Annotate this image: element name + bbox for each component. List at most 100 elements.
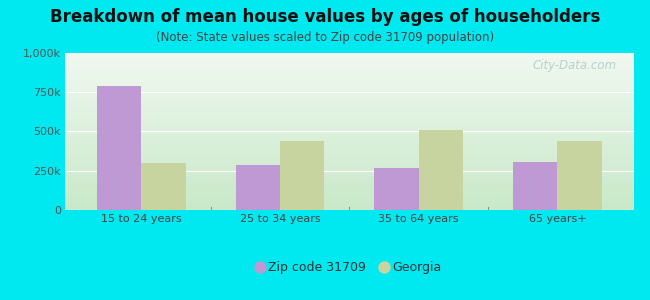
Bar [65, 82, 634, 83]
Bar [65, 149, 634, 150]
Bar [235, 165, 280, 210]
Bar [65, 127, 634, 128]
Bar [65, 201, 634, 202]
Bar [65, 56, 634, 57]
Bar [141, 163, 186, 210]
Bar [65, 118, 634, 119]
Bar [65, 151, 634, 152]
Bar [65, 199, 634, 200]
Bar [65, 137, 634, 138]
Bar [65, 121, 634, 122]
Bar [65, 86, 634, 87]
Bar [65, 54, 634, 55]
Bar [65, 179, 634, 180]
Bar [65, 119, 634, 120]
Bar [65, 89, 634, 90]
Bar [65, 66, 634, 67]
Bar [65, 112, 634, 113]
Bar [65, 92, 634, 93]
Bar [65, 154, 634, 155]
Bar [65, 187, 634, 188]
Bar [65, 97, 634, 98]
Bar [65, 91, 634, 92]
Bar [65, 99, 634, 100]
Bar [65, 198, 634, 199]
Bar [65, 146, 634, 147]
Bar [65, 67, 634, 68]
Bar [65, 85, 634, 86]
Bar [65, 80, 634, 81]
Bar [419, 130, 463, 210]
Bar [65, 186, 634, 187]
Bar [65, 104, 634, 105]
Bar [65, 204, 634, 205]
Bar [65, 74, 634, 75]
Bar [65, 143, 634, 144]
Bar [65, 134, 634, 135]
Bar [65, 114, 634, 115]
Bar [65, 176, 634, 177]
Bar [65, 163, 634, 164]
Bar [65, 77, 634, 78]
Bar [65, 206, 634, 207]
Bar [65, 105, 634, 106]
Bar [65, 202, 634, 203]
Bar [65, 138, 634, 139]
Bar [65, 145, 634, 146]
Legend: Zip code 31709, Georgia: Zip code 31709, Georgia [252, 256, 447, 279]
Bar [65, 122, 634, 123]
Text: City-Data.com: City-Data.com [532, 59, 617, 72]
Bar [65, 115, 634, 116]
Bar [65, 84, 634, 85]
Bar [65, 157, 634, 158]
Bar [65, 57, 634, 58]
Bar [65, 152, 634, 153]
Bar [65, 139, 634, 140]
Bar [65, 128, 634, 129]
Bar [65, 142, 634, 143]
Bar [65, 175, 634, 176]
Bar [65, 126, 634, 127]
Bar [65, 183, 634, 184]
Bar [65, 182, 634, 183]
Bar [65, 162, 634, 163]
Bar [65, 124, 634, 125]
Bar [65, 153, 634, 154]
Bar [65, 55, 634, 56]
Bar [65, 94, 634, 95]
Bar [65, 191, 634, 192]
Bar [65, 158, 634, 159]
Bar [65, 75, 634, 76]
Bar [65, 62, 634, 63]
Bar [65, 195, 634, 196]
Bar [65, 69, 634, 70]
Bar [65, 129, 634, 130]
Bar [65, 73, 634, 74]
Bar [65, 72, 634, 73]
Bar [65, 168, 634, 169]
Bar [65, 70, 634, 71]
Bar [65, 60, 634, 61]
Bar [65, 164, 634, 165]
Bar [65, 64, 634, 65]
Bar [65, 172, 634, 173]
Bar [65, 166, 634, 167]
Bar [65, 135, 634, 136]
Bar [65, 132, 634, 133]
Bar [65, 52, 634, 53]
Bar [65, 79, 634, 80]
Bar [65, 169, 634, 170]
Bar [65, 208, 634, 209]
Bar [558, 141, 602, 210]
Bar [65, 141, 634, 142]
Bar [65, 65, 634, 66]
Bar [65, 98, 634, 99]
Bar [65, 103, 634, 104]
Bar [65, 90, 634, 91]
Bar [65, 160, 634, 161]
Bar [65, 161, 634, 162]
Bar [65, 108, 634, 109]
Bar [65, 78, 634, 79]
Bar [65, 140, 634, 141]
Bar [65, 107, 634, 108]
